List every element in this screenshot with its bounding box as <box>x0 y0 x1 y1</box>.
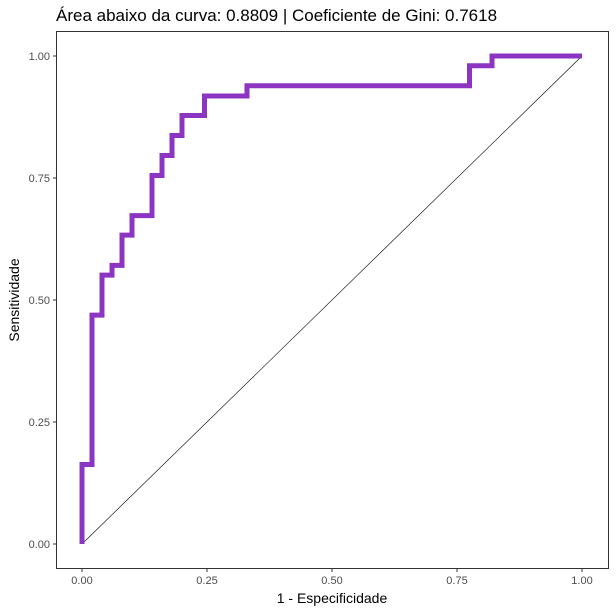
y-tick-label: 0.50 <box>29 295 50 307</box>
y-axis-title: Sensitividade <box>6 258 22 341</box>
x-axis-ticks: 0.00 0.25 0.50 0.75 1.00 <box>71 568 593 587</box>
y-axis-ticks: 0.00 0.25 0.50 0.75 1.00 <box>29 51 57 551</box>
x-tick-label: 0.00 <box>71 575 92 587</box>
y-tick-label: 0.25 <box>29 417 50 429</box>
series-layer <box>79 53 583 545</box>
x-tick-label: 0.75 <box>446 575 467 587</box>
y-tick-label: 0.75 <box>29 173 50 185</box>
x-tick-label: 0.50 <box>321 575 342 587</box>
y-tick-label: 0.00 <box>29 539 50 551</box>
reference-diagonal-line <box>81 55 583 545</box>
x-tick-label: 1.00 <box>571 575 592 587</box>
x-axis-title: 1 - Especificidade <box>277 590 388 606</box>
y-tick-label: 1.00 <box>29 51 50 63</box>
x-tick-label: 0.25 <box>196 575 217 587</box>
chart-title: Área abaixo da curva: 0.8809 | Coeficien… <box>56 6 498 25</box>
roc-curve-line <box>79 53 582 544</box>
